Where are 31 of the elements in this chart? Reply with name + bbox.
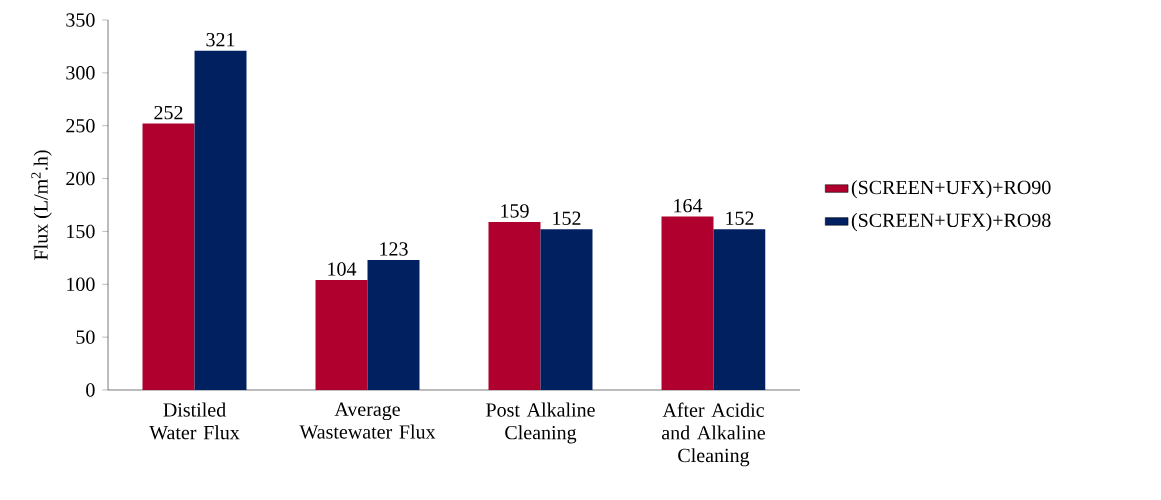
y-tick-label: 350 xyxy=(66,13,95,27)
bar xyxy=(661,216,714,390)
y-axis-title: Flux (L/m$^{2}$.h) xyxy=(31,150,52,260)
y-tick-label: 300 xyxy=(66,66,95,80)
y-tick-label: 100 xyxy=(67,277,95,292)
data-label: 104 xyxy=(328,262,357,276)
bar xyxy=(315,280,368,390)
y-tick-label: 0 xyxy=(86,383,95,397)
y-tick-label: 200 xyxy=(66,171,95,186)
bar xyxy=(713,229,766,390)
data-label: 123 xyxy=(380,242,408,256)
bar xyxy=(488,221,541,390)
bar xyxy=(142,123,195,390)
data-label: 164 xyxy=(674,198,703,213)
legend-label: (SCREEN+UFX)+RO90 xyxy=(851,180,1051,199)
data-label: 321 xyxy=(206,32,235,47)
bar xyxy=(367,259,420,390)
data-label: 159 xyxy=(501,204,529,218)
y-tick-label: 50 xyxy=(76,330,95,344)
x-tick-label: Post Alkaline Cleaning xyxy=(486,402,595,444)
data-label: 152 xyxy=(726,211,754,226)
legend-label: (SCREEN+UFX)+RO98 xyxy=(851,213,1051,232)
data-label: 152 xyxy=(553,211,581,226)
x-tick-label: After Acidic and Alkaline Cleaning xyxy=(662,402,765,467)
y-tick-label: 250 xyxy=(66,118,95,133)
bar xyxy=(194,50,247,390)
x-tick-label: Average Wastewater Flux xyxy=(299,402,436,439)
data-label: 252 xyxy=(154,105,183,120)
y-tick-label: 150 xyxy=(67,224,95,239)
bar xyxy=(540,229,593,390)
x-tick-label: Distiled Water Flux xyxy=(149,402,240,440)
